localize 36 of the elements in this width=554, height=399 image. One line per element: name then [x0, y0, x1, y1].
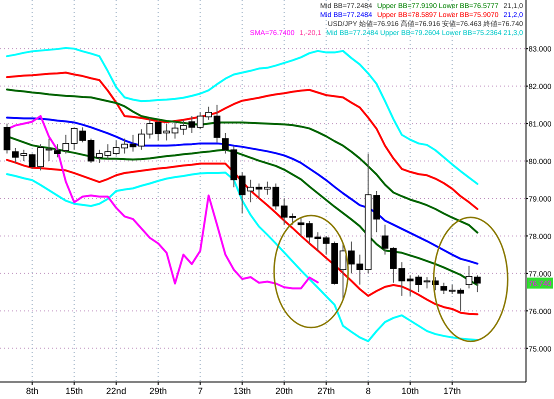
candlestick	[457, 288, 464, 312]
candlestick	[70, 126, 78, 150]
candlestick	[188, 116, 196, 134]
candlestick	[112, 140, 120, 156]
candlestick	[146, 117, 154, 140]
candlestick	[28, 153, 36, 170]
candlestick	[238, 172, 246, 214]
x-tick-label: 8	[366, 386, 371, 396]
x-tick-label: 7	[198, 386, 203, 396]
x-tick-label: 22nd	[106, 386, 126, 396]
x-tick-label: 29th	[149, 386, 167, 396]
candlestick	[196, 112, 204, 130]
candlestick	[104, 144, 112, 160]
candlestick	[154, 119, 162, 141]
x-tick-label: 27th	[317, 386, 335, 396]
candlestick	[406, 274, 414, 296]
candlestick	[20, 149, 28, 162]
candlestick	[373, 190, 380, 233]
candlestick	[222, 132, 229, 154]
candlestick	[398, 262, 406, 296]
candlestick	[272, 183, 280, 210]
candlestick	[440, 282, 448, 294]
x-tick-label: 13th	[233, 386, 251, 396]
x-tick-label: 17th	[443, 386, 461, 396]
candlestick	[289, 212, 296, 226]
candlestick	[12, 147, 19, 164]
candlestick	[356, 254, 364, 286]
x-tick-label: 10th	[401, 386, 419, 396]
candlestick	[4, 123, 10, 154]
candlestick	[314, 232, 322, 252]
x-tick-label: 20th	[275, 386, 293, 396]
candlestick	[280, 198, 288, 226]
x-tick-label: 15th	[65, 386, 83, 396]
candlestick	[62, 134, 70, 154]
candlestick	[322, 235, 330, 256]
x-tick-label: 8th	[26, 386, 38, 396]
